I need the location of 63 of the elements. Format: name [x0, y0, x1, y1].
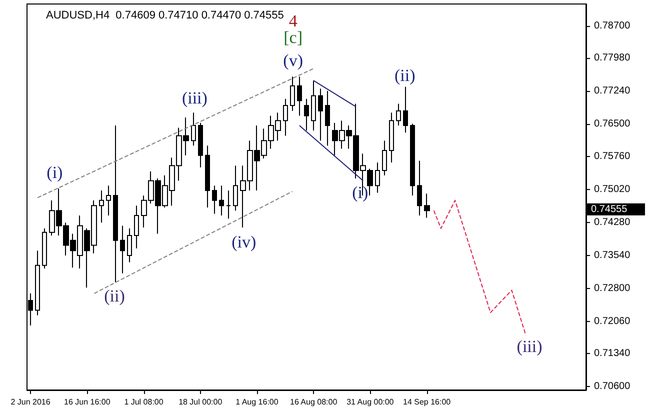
candlestick — [198, 122, 203, 168]
annotation: (iv) — [232, 232, 256, 252]
candlestick — [396, 103, 401, 126]
x-tick-label: 1 Aug 16:00 — [236, 398, 279, 406]
annotation: [c] — [284, 28, 303, 48]
chart-title: AUDUSD,H4 0.74609 0.74710 0.74470 0.74555 — [46, 10, 284, 22]
annotation: (iii) — [182, 88, 208, 108]
x-tick-label: 31 Aug 00:00 — [346, 398, 394, 406]
candlestick — [318, 88, 323, 142]
candlestick — [233, 165, 238, 212]
y-tick-label: 0.77980 — [594, 52, 631, 64]
y-tick-label: 0.77240 — [594, 85, 631, 96]
y-tick-label: 0.76500 — [594, 118, 631, 130]
candlestick — [226, 190, 231, 220]
candlestick — [290, 76, 295, 112]
candlestick — [417, 160, 422, 216]
candlestick — [113, 125, 118, 283]
candlestick — [191, 112, 196, 146]
annotation: (i) — [46, 163, 63, 182]
annotation: (v) — [283, 51, 303, 70]
x-tick-label: 18 Jul 00:00 — [178, 398, 223, 406]
annotation: (ii) — [104, 286, 125, 306]
x-tick-label: 16 Aug 08:00 — [290, 398, 338, 406]
candlestick — [120, 225, 125, 274]
y-tick-label: 0.73540 — [594, 250, 631, 262]
candlestick — [424, 193, 430, 218]
y-tick-label: 0.75020 — [594, 184, 631, 196]
candlestick — [42, 228, 47, 269]
candlestick — [283, 98, 288, 136]
candlestick — [304, 98, 309, 131]
candlestick — [106, 185, 111, 216]
candlestick — [127, 228, 132, 263]
candlestick — [205, 145, 210, 208]
y-tick-label: 0.74280 — [594, 217, 631, 228]
candlestick — [325, 90, 330, 146]
x-tick-label: 1 Jul 08:00 — [124, 398, 164, 406]
x-tick-label: 2 Jun 2016 — [10, 398, 51, 406]
line-series — [433, 200, 526, 336]
candlestick — [311, 80, 316, 131]
text: 0.74555 — [591, 204, 628, 215]
candlestick — [212, 185, 217, 214]
annotation: 4 — [288, 11, 298, 30]
annotation: (i) — [352, 182, 368, 202]
annotation: (iii) — [516, 336, 542, 356]
y-tick-label: 0.75760 — [594, 151, 631, 162]
y-tick-label: 0.71340 — [594, 348, 631, 359]
y-tick-label: 0.78700 — [594, 20, 631, 32]
annotation: (ii) — [394, 66, 416, 85]
candlestick — [410, 123, 415, 196]
candlestick — [389, 112, 394, 163]
candlestick — [219, 185, 224, 216]
candlestick — [134, 205, 139, 249]
candlestick — [35, 250, 40, 316]
y-tick-label: 0.70600 — [594, 380, 631, 392]
y-tick-label: 0.72060 — [594, 316, 631, 327]
candlestick — [375, 162, 380, 194]
x-tick-label: 14 Sep 16:00 — [402, 398, 452, 406]
candlestick — [403, 86, 408, 134]
candlestick — [297, 76, 302, 116]
candlestick — [99, 190, 104, 224]
x-tick-label: 16 Jun 16:00 — [64, 398, 111, 406]
candlestick — [382, 140, 387, 176]
y-tick-label: 0.72800 — [594, 282, 631, 294]
